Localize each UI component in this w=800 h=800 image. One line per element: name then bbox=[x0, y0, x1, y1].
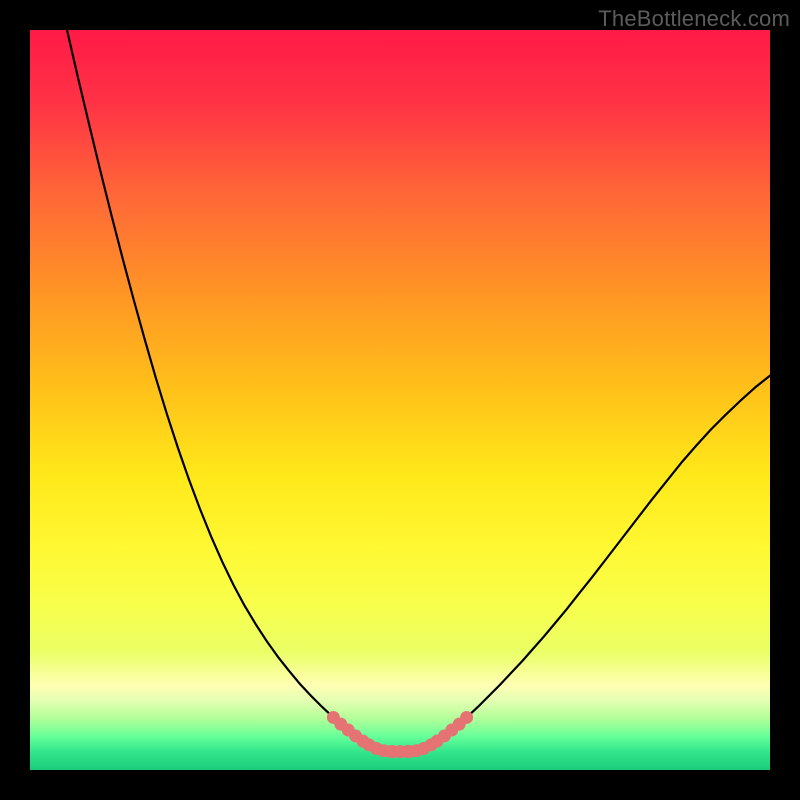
markers-bottom bbox=[386, 745, 414, 758]
marker-dot bbox=[460, 711, 473, 724]
bottleneck-chart bbox=[30, 30, 770, 770]
chart-background bbox=[30, 30, 770, 770]
watermark-text: TheBottleneck.com bbox=[598, 6, 790, 32]
chart-svg bbox=[30, 30, 770, 770]
marker-dot bbox=[401, 745, 414, 758]
